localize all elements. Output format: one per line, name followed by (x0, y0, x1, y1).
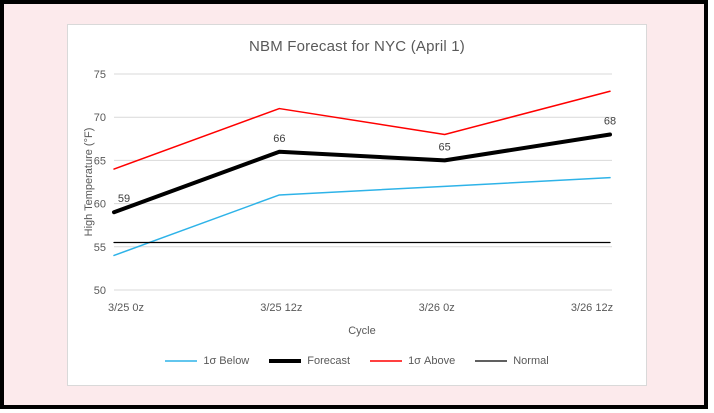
line-chart: 50 55 60 65 70 75 3/25 0z 3/25 12z 3/26 0z 3/26 1… (83, 69, 616, 337)
legend-line-sample-normal (475, 360, 508, 362)
legend-label-normal: Normal (513, 355, 549, 367)
legend-label-1-above: 1σ Above (408, 355, 456, 367)
legend-item-normal: Normal (475, 355, 549, 367)
data-label-forecast-3-25-0z: 59 (118, 193, 130, 205)
legend-label-1-below: 1σ Below (203, 355, 250, 367)
series-line-1-below (113, 176, 611, 257)
data-label-forecast-3-25-12z: 66 (273, 133, 285, 145)
data-label-forecast-3-26-0z: 65 (439, 141, 451, 153)
chart-legend: 1σ Below Forecast 1σ Above Normal (68, 355, 646, 367)
x-tick-label-3-25-0z: 3/25 0z (108, 302, 144, 314)
legend-item-forecast: Forecast (269, 355, 350, 367)
y-tick-label-65: 65 (94, 155, 106, 167)
legend-line-sample-1-above (370, 360, 403, 362)
legend-label-forecast: Forecast (307, 355, 351, 367)
x-axis-title: Cycle (348, 325, 376, 337)
legend-item-1-above: 1σ Above (370, 355, 455, 367)
y-tick-label-60: 60 (94, 199, 106, 211)
y-axis-title: High Temperature (°F) (83, 128, 95, 237)
chart-card: NBM Forecast for NYC (April 1) 50 55 60 65 7… (67, 24, 647, 386)
x-tick-label-3-26-12z: 3/26 12z (571, 302, 613, 314)
x-tick-label-3-26-0z: 3/26 0z (419, 302, 455, 314)
chart-title: NBM Forecast for NYC (April 1) (248, 38, 466, 55)
series-line-1-above (113, 90, 611, 170)
y-tick-label-50: 50 (94, 285, 106, 297)
legend-line-sample-1-below (165, 360, 198, 362)
data-label-forecast-3-26-12z: 68 (604, 115, 616, 127)
series-line-forecast (112, 132, 612, 215)
x-tick-label-3-25-12z: 3/25 12z (260, 302, 302, 314)
y-tick-label-55: 55 (94, 242, 106, 254)
legend-line-sample-forecast (269, 359, 302, 363)
y-tick-label-70: 70 (94, 112, 106, 124)
legend-item-1-below: 1σ Below (165, 355, 249, 367)
y-tick-label-75: 75 (94, 69, 106, 81)
